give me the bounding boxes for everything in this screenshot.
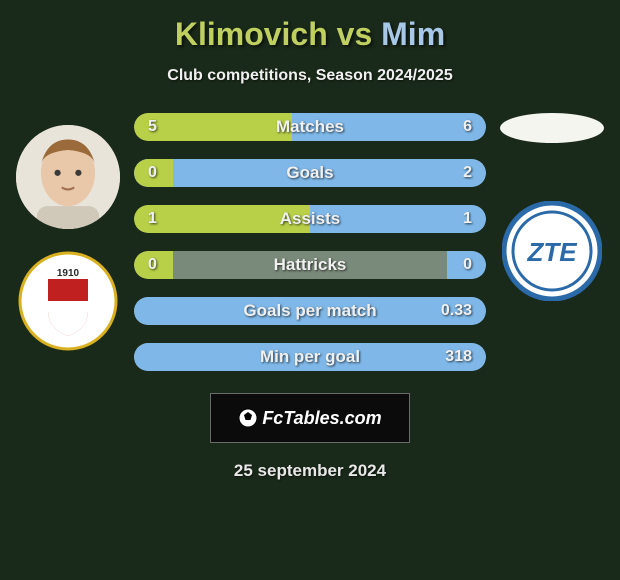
stat-value-p1: 5 [134,113,171,141]
stat-label: Assists [134,205,486,233]
brand-text: FcTables.com [262,408,381,429]
main-area: 1910 Matches56Goals02Assists11Hattricks0… [0,113,620,371]
player1-photo [16,125,120,229]
right-column: ZTE [492,113,612,301]
player1-face-icon [16,125,120,229]
brand-box[interactable]: FcTables.com [210,393,410,443]
root: Klimovich vs Mim Club competitions, Seas… [0,0,620,580]
badge-letters: ZTE [526,237,577,267]
stat-value-p1: 0 [134,251,171,279]
stat-row: Min per goal318 [134,343,486,371]
stat-row: Goals0 2 [134,159,486,187]
stat-label: Goals [134,159,486,187]
stat-label: Matches [134,113,486,141]
stat-value-p1 [134,343,162,371]
badge-year: 1910 [57,268,80,279]
stat-value-p2: 1 [449,205,486,233]
player2-name: Mim [381,16,445,52]
player1-club-badge: 1910 [18,251,118,351]
stat-value-p1: 1 [134,205,171,233]
player2-ball-icon [500,113,604,143]
footer-date: 25 september 2024 [234,461,386,481]
zte-badge-icon: ZTE [502,201,602,301]
stat-row: Goals per match0.33 [134,297,486,325]
stat-value-p2: 6 [449,113,486,141]
stat-value-p2: 0.33 [427,297,486,325]
player1-name: Klimovich [175,16,328,52]
stat-label: Hattricks [134,251,486,279]
stat-row: Assists1 1 [134,205,486,233]
subtitle: Club competitions, Season 2024/2025 [167,67,452,85]
stat-value-p1: 0 [134,159,171,187]
stat-value-p2: 2 [449,159,486,187]
stat-value-p2: 318 [431,343,486,371]
stat-row: Hattricks0 0 [134,251,486,279]
stat-row: Matches5 6 [134,113,486,141]
page-title: Klimovich vs Mim [175,16,445,53]
stats-column: Matches56Goals02Assists11Hattricks00Goal… [128,113,492,371]
player2-club-badge: ZTE [502,201,602,301]
stat-value-p1 [134,297,162,325]
left-column: 1910 [8,113,128,351]
stat-value-p2: 0 [449,251,486,279]
vs-word: vs [337,16,373,52]
soccer-ball-icon [238,408,258,428]
dvtk-badge-icon: 1910 [18,251,118,351]
